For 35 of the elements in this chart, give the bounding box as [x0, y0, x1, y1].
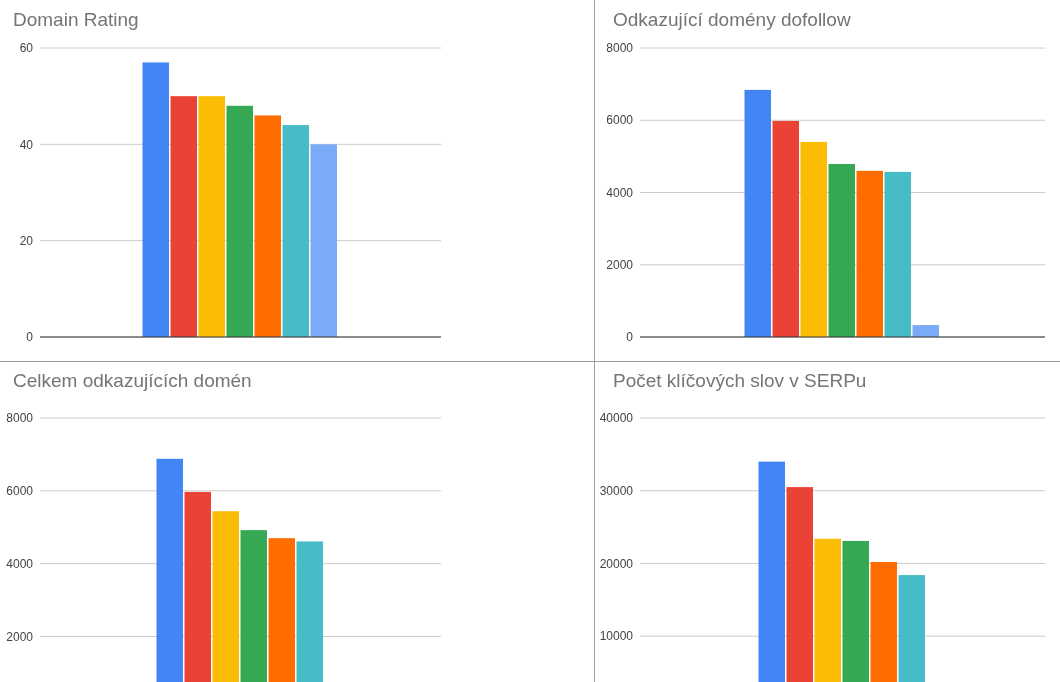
y-tick-label: 20	[19, 233, 34, 248]
y-tick-label: 6000	[606, 113, 634, 128]
bar	[282, 125, 309, 337]
y-tick-label: 0	[626, 330, 634, 345]
chart-title: Celkem odkazujících domén	[13, 370, 252, 391]
y-tick-label: 8000	[6, 411, 34, 426]
chart-title: Odkazující domény dofollow	[613, 9, 851, 30]
bar	[800, 141, 827, 337]
bar	[856, 170, 883, 337]
y-tick-label: 2000	[606, 257, 634, 272]
bar	[744, 89, 771, 337]
bar	[772, 120, 799, 337]
y-tick-label: 2000	[6, 629, 34, 644]
y-tick-label: 6000	[6, 484, 34, 499]
y-tick-label: 0	[26, 330, 34, 345]
bar	[310, 144, 337, 337]
y-tick-label: 20000	[599, 556, 634, 571]
y-tick-label: 40000	[599, 411, 634, 426]
y-tick-label: 60	[19, 41, 34, 56]
bar	[884, 171, 911, 337]
y-tick-label: 30000	[599, 483, 634, 498]
y-tick-label: 8000	[606, 41, 634, 56]
y-tick-label: 4000	[606, 185, 634, 200]
chart-title: Domain Rating	[13, 9, 139, 30]
bar	[198, 96, 225, 337]
chart-title: Počet klíčových slov v SERPu	[613, 370, 867, 391]
y-tick-label: 4000	[6, 556, 34, 571]
y-tick-label: 40	[19, 137, 34, 152]
bar	[226, 105, 253, 337]
bar	[254, 115, 281, 337]
bar	[142, 62, 169, 337]
bar	[912, 325, 939, 337]
y-tick-label: 10000	[599, 629, 634, 644]
bar	[170, 96, 197, 337]
bar	[828, 163, 855, 337]
